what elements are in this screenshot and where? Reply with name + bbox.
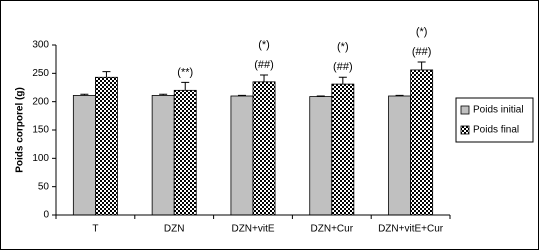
error-bar: [316, 95, 325, 97]
bar: [331, 83, 355, 216]
error-bar: [80, 93, 89, 96]
legend-label: Poids final: [473, 125, 519, 136]
error-bar: [159, 93, 168, 96]
error-bar: [181, 81, 190, 91]
bar: [173, 89, 197, 216]
y-tick-label: 150: [32, 125, 49, 136]
bar: [95, 76, 118, 216]
bar: [230, 95, 254, 216]
bar: [72, 95, 96, 216]
annotation: (*): [258, 39, 270, 51]
y-tick-label: 50: [38, 181, 50, 192]
annotation: (**): [177, 66, 193, 78]
legend-swatch: [460, 105, 470, 115]
x-tick-label: DZN+vitE+Cur: [378, 224, 444, 235]
legend-box: [455, 97, 534, 143]
y-tick-label: 100: [32, 153, 49, 164]
bar: [410, 69, 434, 216]
y-tick-label: 250: [32, 68, 49, 79]
x-tick-label: DZN+Cur: [311, 224, 354, 235]
y-tick-label: 200: [32, 96, 49, 107]
annotation: (*): [337, 41, 349, 53]
annotation: (##): [333, 61, 353, 73]
y-tick-label: 300: [32, 40, 49, 51]
y-tick-label: 0: [43, 210, 49, 221]
error-bar: [395, 94, 404, 96]
error-bar: [237, 94, 246, 96]
bar: [388, 95, 412, 216]
annotation: (##): [254, 59, 274, 71]
legend-label: Poids initial: [473, 105, 524, 116]
error-bar: [260, 74, 269, 82]
error-bar: [338, 76, 347, 85]
x-tick-label: T: [92, 224, 98, 235]
x-tick-label: DZN: [164, 224, 185, 235]
bar: [151, 95, 175, 216]
x-tick-label: DZN+vitE: [231, 224, 274, 235]
annotation: (*): [416, 26, 428, 38]
y-axis-label: Poids corporel (g): [15, 87, 26, 173]
error-bar: [102, 71, 111, 78]
legend-swatch: [460, 125, 470, 135]
bar: [252, 81, 276, 216]
error-bar: [417, 61, 426, 70]
annotation: (##): [412, 46, 432, 58]
bar: [309, 96, 333, 216]
